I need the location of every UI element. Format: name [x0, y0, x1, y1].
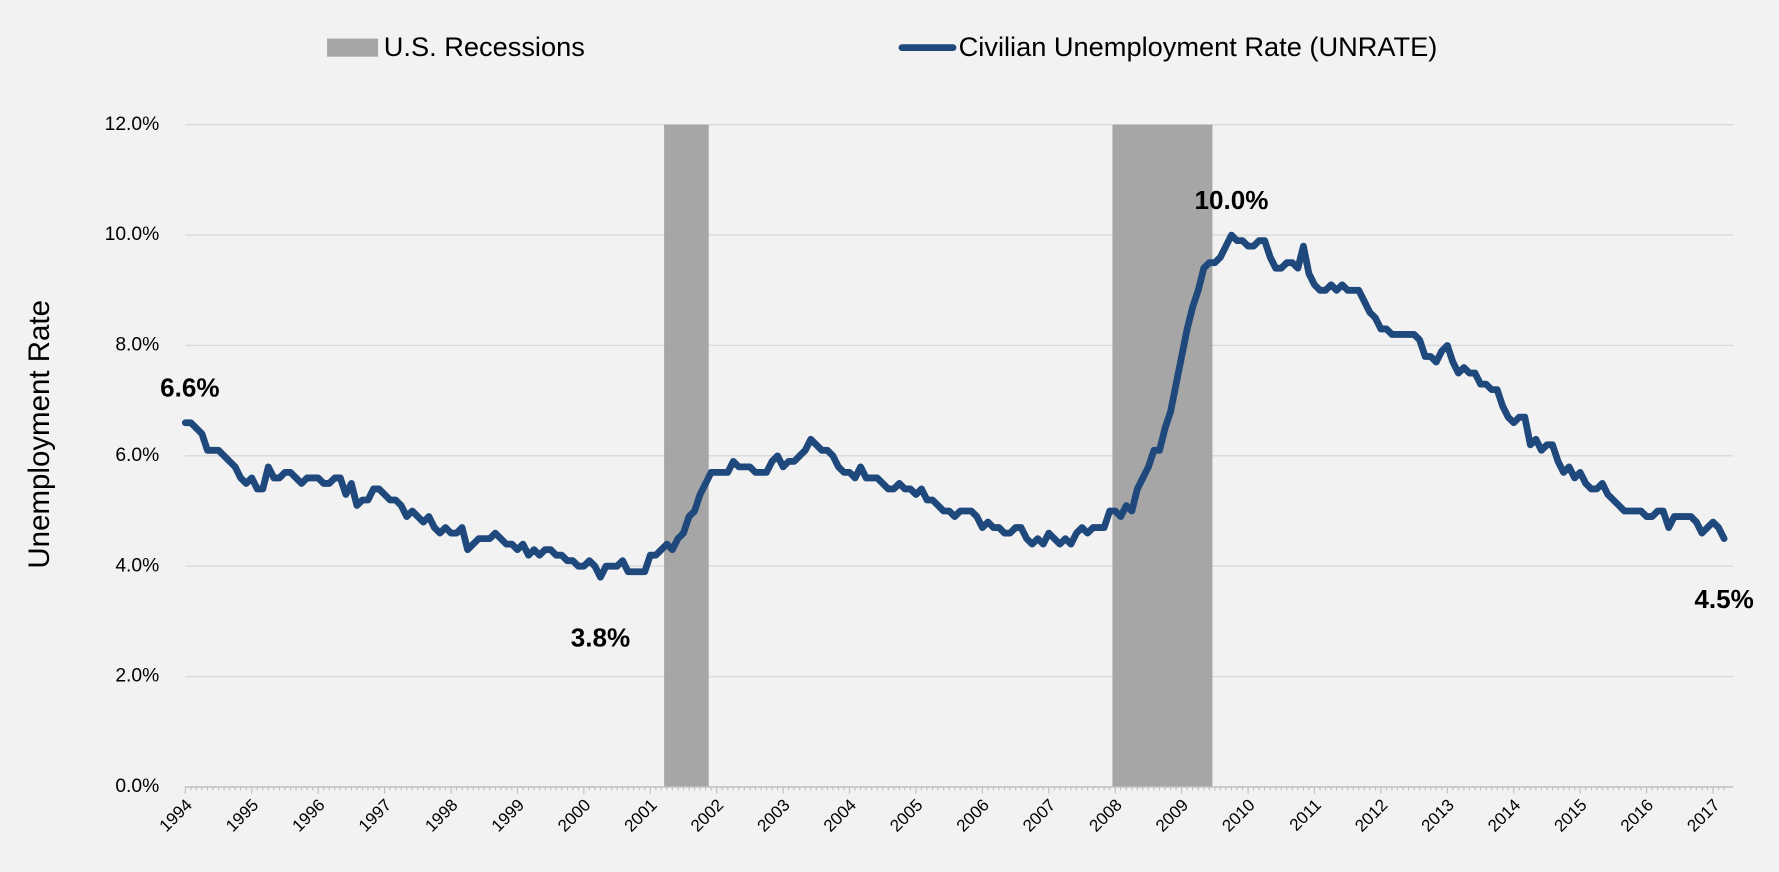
recession-bar: [1201, 124, 1207, 787]
value-label: 10.0%: [1194, 185, 1268, 215]
y-tick-label: 6.0%: [115, 445, 159, 466]
y-tick-label: 4.0%: [115, 555, 159, 576]
recession-bar: [1140, 124, 1147, 787]
recession-bar: [691, 124, 698, 787]
y-tick-label: 2.0%: [115, 666, 159, 687]
recession-bar: [1123, 124, 1130, 787]
recession-bar: [1162, 124, 1169, 787]
recession-bar: [1156, 124, 1163, 787]
recession-bar: [1173, 124, 1180, 787]
recession-bar: [686, 124, 693, 787]
recession-bar: [697, 124, 704, 787]
legend-label: U.S. Recessions: [384, 31, 585, 62]
recession-bar: [1112, 124, 1119, 787]
value-label: 4.5%: [1694, 584, 1753, 614]
value-label: 6.6%: [160, 373, 219, 403]
recession-bar: [1117, 124, 1124, 787]
recession-bar: [1167, 124, 1174, 787]
value-label: 3.8%: [571, 623, 630, 653]
recession-bar: [664, 124, 670, 787]
legend-swatch: [327, 38, 379, 57]
recession-bar: [1184, 124, 1191, 787]
recession-bar: [702, 124, 709, 787]
recession-bar: [1129, 124, 1135, 787]
recession-bar: [1134, 124, 1141, 787]
recession-bar: [680, 124, 687, 787]
y-tick-label: 8.0%: [115, 335, 159, 356]
recession-bar: [675, 124, 682, 787]
recession-bar: [1195, 124, 1202, 787]
y-tick-label: 12.0%: [105, 114, 160, 135]
recession-bar: [1206, 124, 1213, 787]
y-tick-label: 10.0%: [105, 224, 160, 245]
y-axis-label: Unemployment Rate: [23, 300, 56, 569]
y-tick-label: 0.0%: [115, 776, 159, 797]
recession-bar: [1189, 124, 1196, 787]
recession-bar: [1178, 124, 1185, 787]
recession-bar: [669, 124, 676, 787]
legend-label: Civilian Unemployment Rate (UNRATE): [959, 31, 1438, 62]
line: [181, 231, 1728, 581]
